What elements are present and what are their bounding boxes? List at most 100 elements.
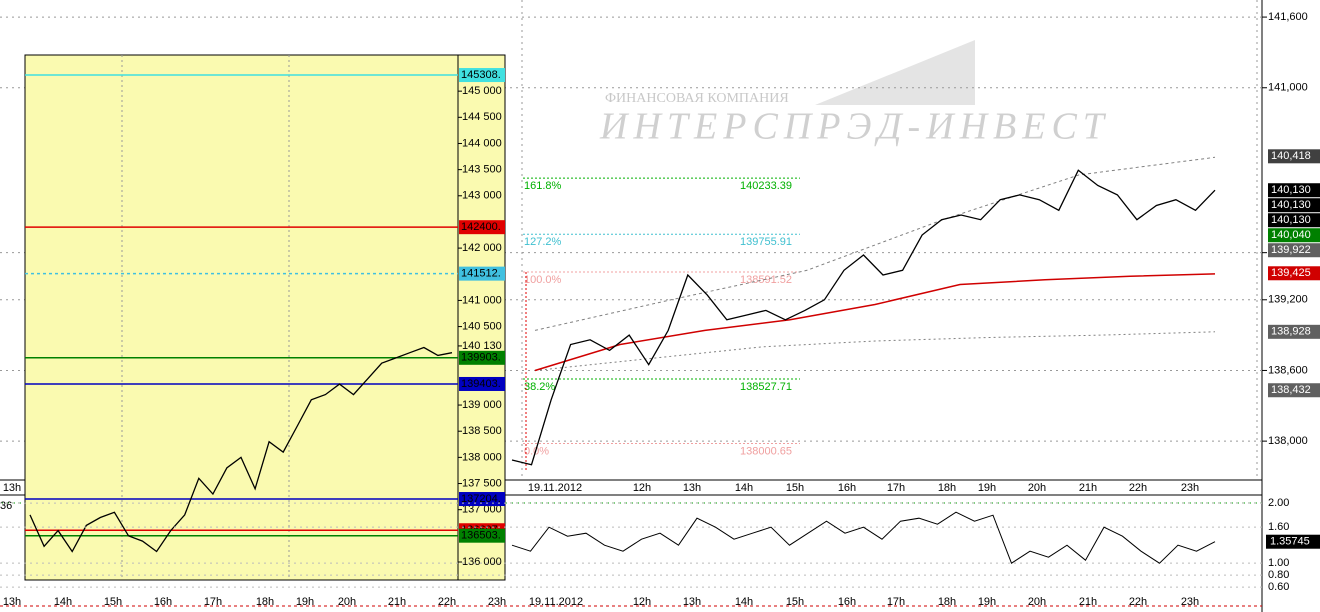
- y-tick-label: 137 000: [462, 504, 502, 516]
- level-label: 141512.: [461, 268, 501, 280]
- inset-chart: 145 000 144 500 144 000 143 500 143 000 142 0…: [25, 68, 505, 568]
- x-tick-label: 19.11.2012: [528, 482, 582, 494]
- x-tick-label: 19h: [296, 596, 314, 608]
- y-tick-label: 138 500: [462, 425, 502, 437]
- x-tick-label: 20h: [1028, 596, 1046, 608]
- fib-level: 127.2%: [524, 236, 562, 248]
- x-tick-label: 14h: [735, 596, 753, 608]
- x-tick-label: 15h: [104, 596, 122, 608]
- level-label: 139903.: [461, 352, 501, 364]
- y-tick-label: 140 500: [462, 320, 502, 332]
- last-value-box: [1266, 534, 1320, 549]
- indicator-line: [511, 511, 1216, 564]
- y-tick-label: 0.60: [1268, 581, 1289, 593]
- price-box-label: 138,432: [1271, 384, 1311, 396]
- y-tick-label: 1.00: [1268, 557, 1289, 569]
- x-tick-label: 17h: [887, 596, 905, 608]
- y-tick-label: 141,000: [1268, 82, 1308, 94]
- x-tick-label: 15h: [786, 482, 804, 494]
- level-box: [459, 376, 505, 391]
- y-tick-label: 139 000: [462, 399, 502, 411]
- y-tick-label: 145 000: [462, 85, 502, 97]
- y-tick-label: 144 000: [462, 137, 502, 149]
- price-line: [511, 169, 1216, 466]
- x-tick-label: 19h: [978, 596, 996, 608]
- x-tick-label: 21h: [1079, 596, 1097, 608]
- y-tick-label: 0.80: [1268, 569, 1289, 581]
- price-box-label: 138,928: [1271, 326, 1311, 338]
- level-box: [459, 528, 505, 543]
- x-tick-label: 22h: [438, 596, 456, 608]
- fib-price: 138000.65: [740, 445, 792, 457]
- y-tick-label: 144 500: [462, 111, 502, 123]
- level-box: [459, 68, 505, 83]
- level-label: 139403.: [461, 378, 501, 390]
- level-label: 142400.: [461, 221, 501, 233]
- x-tick-label: 18h: [938, 596, 956, 608]
- x-tick-label: 13h: [683, 596, 701, 608]
- price-line: [29, 346, 453, 553]
- price-box: [1268, 213, 1320, 228]
- price-box: [1268, 228, 1320, 243]
- inset-panel: [24, 54, 506, 581]
- x-tick-label: 21h: [388, 596, 406, 608]
- y-tick-label: 1.60: [1268, 521, 1289, 533]
- fib-price: 138591.52: [740, 274, 792, 286]
- price-box-label: 140,418: [1271, 150, 1311, 162]
- left-label: 36: [0, 500, 12, 512]
- price-box-label: 140,130: [1271, 184, 1311, 196]
- x-tick-label: 20h: [1028, 482, 1046, 494]
- price-box: [1268, 383, 1320, 398]
- watermark-logo: [815, 40, 975, 105]
- price-box-label: 140,040: [1271, 229, 1311, 241]
- fib-price: 140233.39: [740, 180, 792, 192]
- price-box: [1268, 266, 1320, 281]
- upper-band: [534, 156, 1216, 331]
- x-tick-label: 22h: [1129, 596, 1147, 608]
- level-label: 136503.: [461, 530, 501, 542]
- fib-price: 138527.71: [740, 381, 792, 393]
- x-tick-label: 17h: [887, 482, 905, 494]
- y-tick-label: 141,600: [1268, 11, 1308, 23]
- level-label: 145308.: [461, 69, 501, 81]
- main-chart: 141,600141,000139,600139,200138,600138,0…: [0, 0, 1320, 512]
- lower-band: [534, 331, 1216, 371]
- x-tick-label: 15h: [786, 596, 804, 608]
- y-tick-label: 141 000: [462, 294, 502, 306]
- indicator-panel: 2.00 1.60 1.000.800.60 1.35745 13h 14h 15h 16h 1…: [0, 497, 1320, 608]
- x-tick-label: 16h: [154, 596, 172, 608]
- price-box-label: 140,130: [1271, 214, 1311, 226]
- y-tick-label: 138,600: [1268, 364, 1308, 376]
- level-box: [459, 492, 505, 507]
- y-tick-label: 136 000: [462, 556, 502, 568]
- x-tick-label: 13h: [683, 482, 701, 494]
- watermark-company: ФИНАНСОВАЯ КОМПАНИЯ: [605, 91, 789, 106]
- x-tick-label: 23h: [1181, 596, 1199, 608]
- x-tick-label: 21h: [1079, 482, 1097, 494]
- x-tick-label: 20h: [338, 596, 356, 608]
- price-box: [1268, 149, 1320, 164]
- level-label: 137204.: [461, 493, 501, 505]
- fib-level: 0.0%: [524, 445, 549, 457]
- x-tick-label: 14h: [735, 482, 753, 494]
- y-tick-label: 143 000: [462, 190, 502, 202]
- y-tick-label: 142 000: [462, 242, 502, 254]
- y-tick-label: 138 000: [462, 451, 502, 463]
- x-tick-label: 22h: [1129, 482, 1147, 494]
- price-box: [1268, 324, 1320, 339]
- fib-level: 161.8%: [524, 180, 562, 192]
- x-tick-label: 19.11.2012: [529, 596, 583, 608]
- level-box: [459, 220, 505, 235]
- x-tick-label: 13h: [3, 482, 21, 494]
- y-tick-label: 139,200: [1268, 294, 1308, 306]
- moving-average: [534, 273, 1216, 372]
- last-value-label: 1.35745: [1270, 536, 1310, 548]
- x-tick-label: 19h: [978, 482, 996, 494]
- price-box-label: 140,130: [1271, 199, 1311, 211]
- level-box: [459, 350, 505, 365]
- fib-level: 100.0%: [524, 274, 562, 286]
- x-tick-label: 12h: [633, 596, 651, 608]
- x-tick-label: 17h: [204, 596, 222, 608]
